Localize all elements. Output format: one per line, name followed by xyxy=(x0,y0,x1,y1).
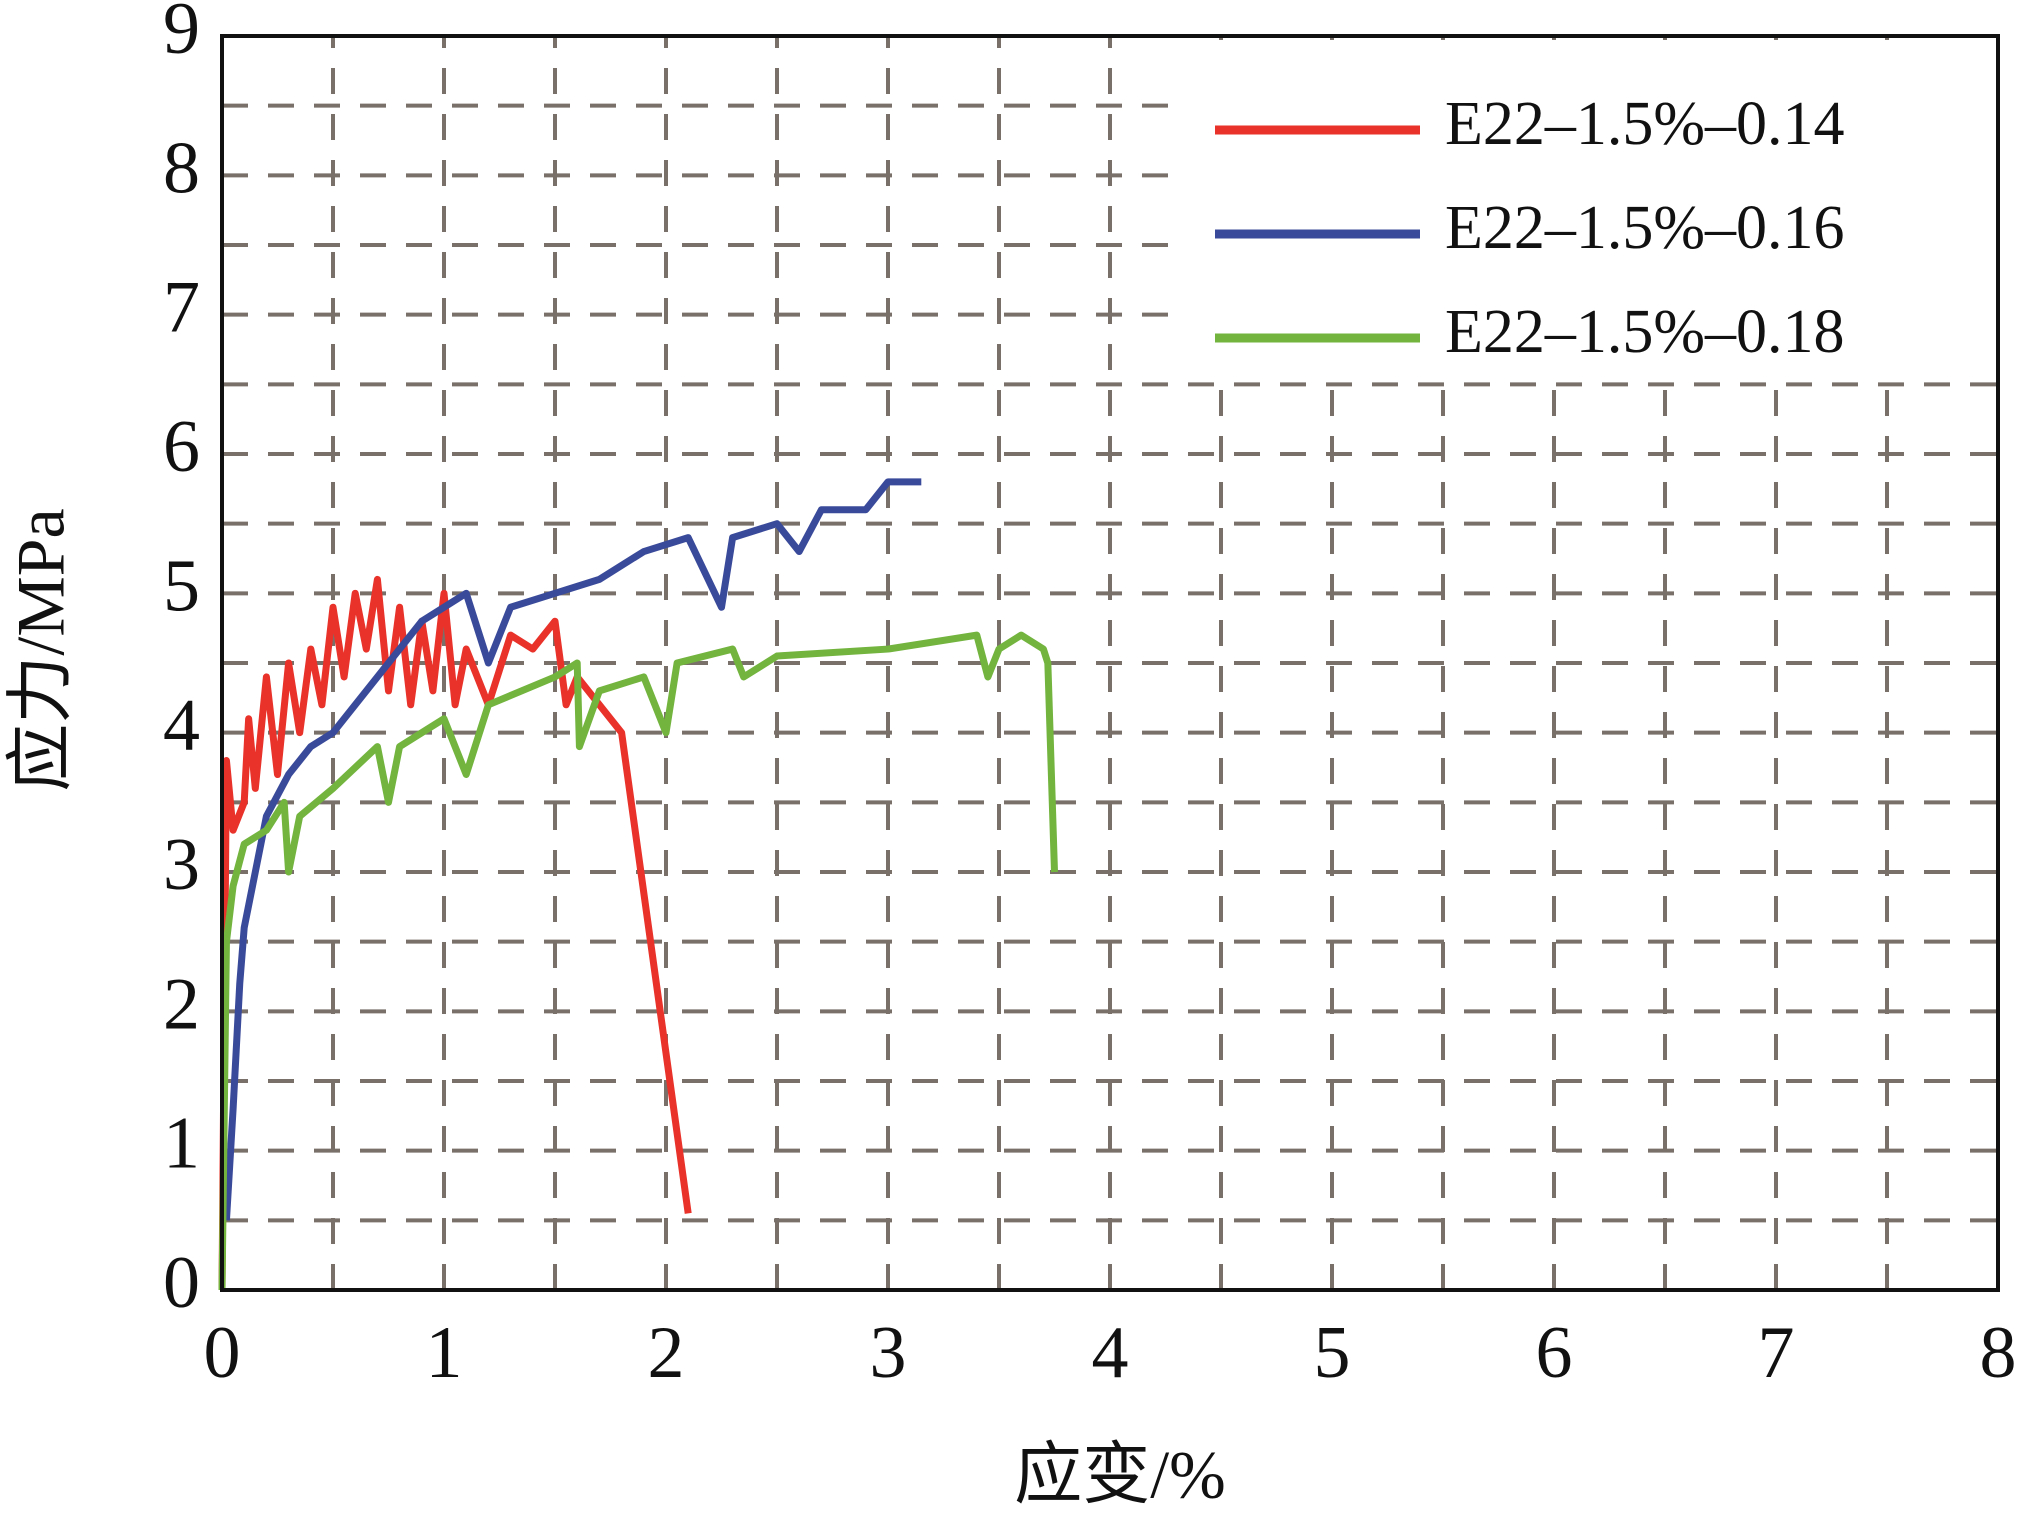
line-series xyxy=(218,631,1058,1291)
y-tick-label: 0 xyxy=(163,1242,200,1324)
y-tick-label: 2 xyxy=(163,963,200,1045)
x-tick-label: 1 xyxy=(426,1312,463,1394)
x-tick-label: 5 xyxy=(1314,1312,1351,1394)
y-tick-label: 9 xyxy=(163,0,200,70)
y-tick-label: 4 xyxy=(163,685,200,767)
x-tick-label: 6 xyxy=(1536,1312,1573,1394)
legend-label: E22–1.5%–0.18 xyxy=(1445,298,1845,366)
x-tick-label: 4 xyxy=(1092,1312,1129,1394)
y-tick-label: 7 xyxy=(163,267,200,349)
x-tick-label: 8 xyxy=(1980,1312,2017,1394)
y-tick-label: 8 xyxy=(163,127,200,209)
legend-label: E22–1.5%–0.14 xyxy=(1445,90,1845,158)
y-tick-label: 1 xyxy=(163,1103,200,1185)
legend-box xyxy=(1180,40,1996,382)
legend-label: E22–1.5%–0.16 xyxy=(1445,194,1845,262)
x-tick-label: 0 xyxy=(204,1312,241,1394)
x-tick-label: 2 xyxy=(648,1312,685,1394)
y-tick-label: 5 xyxy=(163,545,200,627)
y-tick-label: 3 xyxy=(163,824,200,906)
x-tick-label: 7 xyxy=(1758,1312,1795,1394)
y-tick-label: 6 xyxy=(163,406,200,488)
x-tick-label: 3 xyxy=(870,1312,907,1394)
line-series xyxy=(218,575,692,1291)
plot-frame xyxy=(220,34,2000,1292)
x-axis-label: 应变/% xyxy=(1014,1437,1226,1513)
y-axis-label: 应力/MPa xyxy=(3,508,79,791)
